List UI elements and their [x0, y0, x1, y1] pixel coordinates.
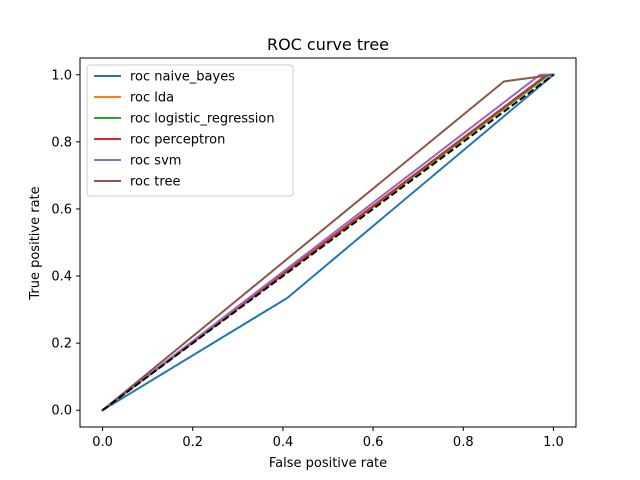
- legend-label: roc naive_bayes: [130, 70, 235, 85]
- y-tick-label: 0.2: [51, 337, 72, 352]
- series-line-roc-naive-bayes: [101, 73, 555, 412]
- axes: 0.0 0.2 0.4 0.6 0.8 1.0 0.0 0.2 0.4 0.6 0.8 1.0: [51, 57, 577, 450]
- legend-label: roc perceptron: [130, 133, 225, 148]
- legend-label: roc tree: [130, 175, 180, 190]
- x-axis-label: False positive rate: [269, 456, 387, 471]
- chart-title: ROC curve tree: [267, 35, 389, 54]
- y-tick-label: 0.6: [51, 202, 72, 217]
- series-line-roc-tree: [101, 73, 555, 412]
- y-axis-label: True positive rate: [28, 186, 43, 300]
- y-tick-label: 1.0: [51, 68, 72, 83]
- plot-area: [101, 73, 555, 412]
- legend-label: roc lda: [130, 91, 174, 106]
- reference-diagonal-line: [101, 73, 555, 412]
- y-tick-label: 0.0: [51, 404, 72, 419]
- legend-box: [86, 64, 294, 197]
- x-tick-label: 0.6: [363, 435, 384, 450]
- y-tick-label: 0.4: [51, 270, 72, 285]
- x-tick-label: 0.8: [453, 435, 474, 450]
- x-tick-label: 0.4: [273, 435, 294, 450]
- axes-frame: [79, 57, 577, 428]
- y-tick-label: 0.8: [51, 135, 72, 150]
- x-tick-label: 0.0: [92, 435, 113, 450]
- legend-label: roc logistic_regression: [130, 112, 275, 127]
- x-tick-label: 0.2: [182, 435, 203, 450]
- legend-label: roc svm: [130, 154, 181, 169]
- x-tick-label: 1.0: [543, 435, 564, 450]
